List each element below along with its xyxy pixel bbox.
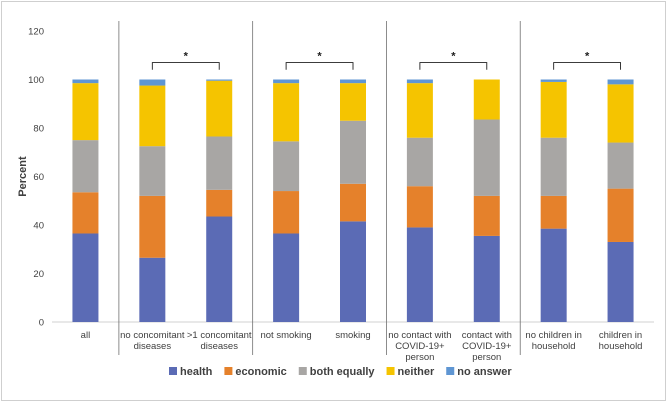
x-tick-label: household [532, 341, 576, 352]
x-tick-label: COVID-19+ [395, 341, 445, 352]
bar-segment-both-equally [607, 142, 634, 189]
x-tick-label: children in [599, 330, 642, 341]
y-axis-label: Percent [17, 156, 29, 197]
bar-segment-economic [139, 195, 166, 258]
bar-segment-economic [206, 189, 233, 217]
significance-bracket [553, 62, 622, 70]
bar-segment-health [206, 216, 233, 322]
bar-segment-economic [540, 195, 567, 229]
bar-segment-both-equally [72, 140, 99, 193]
x-tick-label: contact with [462, 330, 512, 341]
bar-segment-both-equally [540, 137, 567, 196]
bar-segment-economic [273, 191, 300, 234]
bar-segment-no-answer [139, 79, 166, 86]
y-tick-label: 80 [33, 124, 44, 135]
significance-bracket [419, 62, 488, 70]
significance-marker: * [184, 51, 189, 63]
bar-segment-neither [139, 85, 166, 147]
x-tick-label: no concomitant [120, 330, 185, 341]
y-tick-label: 100 [28, 75, 44, 86]
y-tick-label: 60 [33, 172, 44, 183]
bar-segment-health [72, 233, 99, 322]
bar-segment-no-answer [72, 79, 99, 84]
significance-bracket [151, 62, 220, 70]
legend-label: both equally [310, 366, 376, 378]
legend-swatch-economic [224, 367, 233, 375]
bar-segment-no-answer [340, 79, 366, 84]
bar-segment-economic [406, 186, 433, 228]
bar-segment-both-equally [473, 119, 500, 196]
x-tick-label: person [472, 352, 501, 363]
bar-segment-health [473, 235, 500, 322]
legend-swatch-both-equally [298, 367, 307, 375]
bar-segment-no-answer [607, 79, 634, 85]
x-tick-label: not smoking [260, 330, 311, 341]
bar-segment-neither [273, 83, 300, 142]
bar-segment-neither [473, 79, 500, 120]
x-tick-label: no children in [525, 330, 582, 341]
x-tick-label: person [405, 352, 434, 363]
bar-segment-no-answer [273, 79, 300, 84]
x-tick-label: household [599, 341, 643, 352]
bar-segment-no-answer [540, 79, 567, 82]
legend-label: no answer [457, 366, 512, 378]
significance-bracket [285, 62, 354, 70]
bar-segment-economic [473, 195, 500, 236]
x-tick-label: >1 concomitant [187, 330, 252, 341]
bar-segment-neither [540, 81, 567, 138]
bar-segment-economic [72, 192, 99, 234]
significance-marker: * [317, 51, 322, 63]
legend-label: neither [398, 366, 435, 378]
bar-segment-health [273, 233, 300, 322]
x-tick-label: diseases [134, 341, 172, 352]
bar-segment-neither [607, 84, 634, 143]
legend-swatch-neither [386, 367, 395, 375]
x-tick-label: no contact with [388, 330, 451, 341]
bar-segment-both-equally [139, 146, 166, 196]
legend-label: economic [235, 366, 286, 378]
bar-segment-health [607, 241, 634, 322]
x-tick-label: all [81, 330, 91, 341]
y-tick-label: 0 [39, 318, 44, 329]
x-tick-label: smoking [335, 330, 370, 341]
bar-segment-health [139, 257, 166, 322]
bar-segment-health [406, 227, 433, 322]
significance-marker: * [451, 51, 456, 63]
bar-segment-both-equally [273, 141, 300, 192]
x-tick-label: diseases [200, 341, 238, 352]
bar-segment-neither [72, 83, 99, 141]
bar-segment-neither [206, 80, 233, 137]
y-tick-label: 120 [28, 27, 44, 38]
bar-segment-economic [607, 188, 634, 242]
y-tick-label: 40 [33, 221, 44, 232]
bar-segment-health [540, 228, 567, 322]
bar-segment-both-equally [340, 120, 366, 184]
x-tick-label: COVID-19+ [462, 341, 512, 352]
significance-marker: * [585, 51, 590, 63]
bar-segment-both-equally [406, 137, 433, 187]
legend-label: health [180, 366, 213, 378]
bar-segment-neither [406, 83, 433, 138]
legend-swatch-health [169, 367, 177, 375]
bar-segment-no-answer [206, 79, 233, 81]
bar-segment-both-equally [206, 136, 233, 190]
bar-segment-no-answer [406, 79, 433, 84]
bar-segment-neither [340, 83, 366, 121]
bar-segment-economic [340, 183, 366, 222]
legend-swatch-no-answer [446, 367, 455, 375]
bar-segment-health [340, 221, 366, 322]
y-tick-label: 20 [33, 269, 44, 280]
